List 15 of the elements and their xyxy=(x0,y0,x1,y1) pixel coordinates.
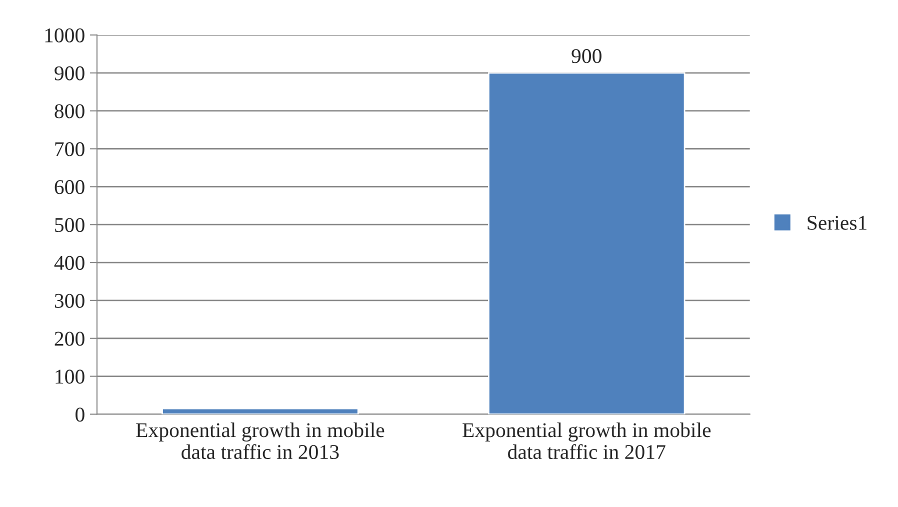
y-tick-label: 300 xyxy=(54,294,84,308)
y-tick-label: 200 xyxy=(54,332,84,346)
y-tick-label: 500 xyxy=(55,218,84,232)
y-tick-label: 1000 xyxy=(45,28,84,42)
y-tick-label: 900 xyxy=(54,66,84,80)
y-tick-label: 700 xyxy=(55,142,84,156)
y-tick-label: 800 xyxy=(54,104,84,118)
data-label: 900 xyxy=(572,49,602,64)
y-tick-label: 400 xyxy=(54,256,84,270)
y-tick-label: 100 xyxy=(56,370,84,384)
y-tick-label: 600 xyxy=(54,180,84,194)
x-tick-label: Exponential growth in mobile data traffic in 2017 xyxy=(462,422,711,460)
legend-label: Series1 xyxy=(808,216,866,230)
y-tick-label: 0 xyxy=(76,408,84,422)
x-tick-label: Exponential growth in mobile data traffic in 2013 xyxy=(136,422,384,460)
